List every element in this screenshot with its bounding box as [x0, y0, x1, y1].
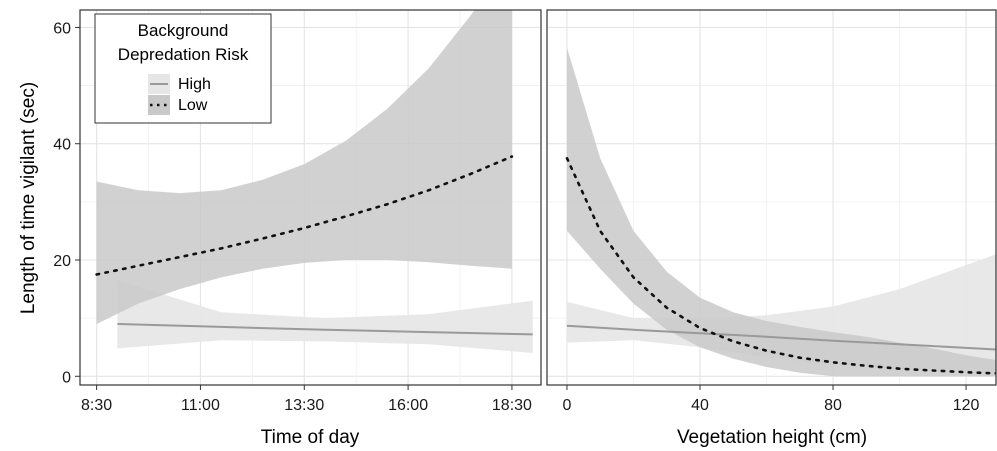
x-tick-label: 8:30 — [81, 397, 112, 414]
left-panel-ribbons — [96, 10, 533, 353]
legend-label-low: Low — [178, 97, 208, 114]
series-line-high — [566, 324, 996, 351]
legend-box — [94, 13, 272, 124]
legend-title-line1: Background — [138, 21, 229, 40]
right-x-axis-title: Vegetation height (cm) — [677, 427, 867, 448]
ribbon-low — [567, 47, 996, 377]
left-panel-lines — [95, 155, 533, 336]
series-line-low — [95, 155, 514, 276]
x-tick-label: 16:00 — [388, 397, 428, 414]
ribbon-high — [117, 280, 533, 353]
x-tick-label: 80 — [824, 397, 842, 414]
y-tick-label: 20 — [53, 253, 71, 270]
ribbon-low — [96, 10, 512, 324]
left-x-axis-ticks: 8:30 11:00 13:30 16:00 18:30 — [81, 385, 532, 414]
x-tick-label: 120 — [953, 397, 980, 414]
x-tick-label: 40 — [691, 397, 709, 414]
left-x-axis-title: Time of day — [261, 427, 360, 448]
legend: Background Depredation Risk High Low — [94, 13, 272, 124]
x-tick-label: 18:30 — [492, 397, 532, 414]
right-panel-lines — [565, 157, 996, 375]
right-panel: 0 40 80 120 Vegetation height (cm) — [546, 9, 997, 448]
y-tick-label: 40 — [53, 137, 71, 154]
series-line-low — [565, 157, 996, 375]
right-panel-border — [546, 9, 997, 386]
left-panel: 0 20 40 60 8:30 11:00 13:30 16:00 18:30 Time of… — [53, 9, 542, 448]
x-tick-label: 13:30 — [284, 397, 324, 414]
x-tick-label: 11:00 — [181, 397, 220, 414]
y-axis-title: Length of time vigilant (sec) — [18, 82, 39, 314]
legend-title-line2: Depredation Risk — [118, 45, 249, 64]
legend-label-high: High — [178, 76, 211, 93]
y-axis-ticks: 0 20 40 60 — [53, 20, 80, 386]
left-panel-border — [79, 9, 542, 386]
y-tick-label: 60 — [53, 20, 71, 37]
x-tick-label: 0 — [563, 397, 572, 414]
right-x-axis-ticks: 0 40 80 120 — [563, 385, 980, 414]
y-tick-label: 0 — [62, 369, 71, 386]
series-line-high — [117, 323, 533, 336]
